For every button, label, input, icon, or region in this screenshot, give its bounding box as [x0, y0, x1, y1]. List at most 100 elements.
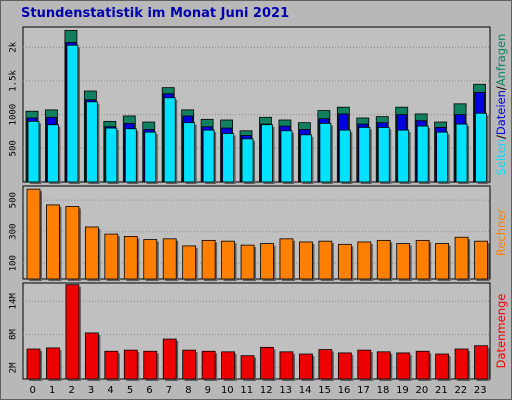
seiten-bar-4 — [105, 127, 118, 183]
datenmenge-bar-22 — [454, 348, 469, 380]
x-tick-label-1: 1 — [49, 385, 55, 396]
seiten-bar-0 — [27, 120, 40, 183]
datenmenge-bar-9 — [201, 350, 216, 380]
rechner-bar-11 — [240, 244, 255, 280]
top-panel-ylabel-part: / — [494, 86, 508, 90]
rechner-bar-19 — [396, 243, 411, 280]
datenmenge-bar-18 — [376, 351, 391, 380]
bottom-panel-ytick-label-1: 8M — [9, 329, 19, 340]
seiten-bar-20 — [416, 125, 429, 183]
rechner-bar-23 — [474, 240, 488, 280]
datenmenge-bar-13 — [279, 351, 294, 380]
rechner-bar-14 — [299, 241, 313, 280]
top-panel-ylabel-part: Anfragen — [494, 34, 508, 87]
x-tick-label-16: 16 — [338, 385, 351, 396]
seiten-bar-22 — [455, 123, 468, 183]
seiten-bar-6 — [144, 131, 157, 183]
bottom-panel-ylabel-part: Datenmenge — [494, 294, 508, 369]
rechner-bar-13 — [279, 238, 294, 280]
bottom-panel-plot — [22, 282, 491, 380]
datenmenge-bar-12 — [260, 346, 274, 380]
x-tick-label-18: 18 — [377, 385, 390, 396]
rechner-bar-12 — [260, 243, 274, 280]
top-panel-ylabel: Seiten/Dateien/Anfragen — [494, 34, 508, 176]
datenmenge-bar-2 — [65, 284, 80, 380]
seiten-bar-9 — [202, 129, 215, 183]
seiten-bar-8 — [183, 122, 196, 183]
rechner-bar-8 — [182, 245, 197, 280]
rechner-bar-1 — [46, 204, 60, 280]
seiten-bar-11 — [241, 138, 254, 183]
datenmenge-bar-14 — [299, 353, 313, 380]
x-tick-label-13: 13 — [279, 385, 292, 396]
x-tick-label-17: 17 — [357, 385, 370, 396]
top-panel-ylabel-part: Seiten — [494, 139, 508, 175]
datenmenge-bar-8 — [182, 349, 197, 380]
x-tick-label-10: 10 — [221, 385, 234, 396]
rechner-bar-0 — [26, 188, 41, 280]
datenmenge-bar-11 — [240, 355, 255, 380]
x-tick-label-3: 3 — [88, 385, 94, 396]
bottom-panel-ylabel: Datenmenge — [494, 294, 508, 369]
top-panel-ylabel-part: Dateien — [494, 90, 508, 135]
seiten-bar-10 — [222, 133, 234, 183]
x-tick-label-6: 6 — [146, 385, 152, 396]
rechner-bar-16 — [337, 243, 352, 280]
x-tick-label-12: 12 — [260, 385, 273, 396]
x-tick-label-8: 8 — [185, 385, 191, 396]
datenmenge-bar-10 — [221, 351, 235, 380]
middle-panel-ylabel: Rechner — [494, 209, 508, 257]
x-tick-label-4: 4 — [107, 385, 113, 396]
rechner-bar-7 — [162, 238, 177, 280]
datenmenge-bar-3 — [84, 332, 99, 380]
rechner-bar-6 — [143, 239, 158, 280]
rechner-bar-18 — [376, 239, 391, 280]
datenmenge-bar-15 — [318, 349, 333, 380]
middle-panel-ytick-label-1: 300 — [9, 224, 19, 240]
datenmenge-bar-6 — [143, 350, 158, 380]
x-tick-label-19: 19 — [396, 385, 409, 396]
bottom-panel-ytick-label-0: 2M — [9, 362, 19, 373]
top-panel-ytick-label-1: 1000 — [9, 104, 19, 126]
datenmenge-bar-0 — [26, 348, 41, 380]
rechner-bar-5 — [123, 236, 138, 280]
seiten-bar-17 — [358, 127, 371, 183]
rechner-bar-17 — [357, 241, 372, 280]
datenmenge-bar-17 — [357, 349, 372, 380]
seiten-bar-12 — [261, 124, 273, 183]
datenmenge-bar-20 — [415, 350, 430, 380]
seiten-bar-14 — [300, 134, 312, 183]
seiten-bar-3 — [85, 101, 98, 183]
middle-panel-ytick-label-2: 500 — [9, 192, 19, 208]
x-tick-label-11: 11 — [240, 385, 253, 396]
x-tick-label-15: 15 — [318, 385, 331, 396]
top-panel-plot — [22, 26, 491, 183]
datenmenge-bar-23 — [474, 345, 488, 380]
seiten-bar-23 — [475, 112, 487, 183]
middle-panel-plot — [22, 185, 491, 280]
datenmenge-bar-5 — [123, 349, 138, 380]
bottom-panel-ytick-label-2: 14M — [9, 293, 19, 310]
seiten-bar-19 — [397, 129, 410, 183]
x-tick-label-14: 14 — [299, 385, 312, 396]
top-panel-ytick-label-3: 2k — [9, 41, 19, 52]
x-tick-label-21: 21 — [435, 385, 448, 396]
x-tick-label-2: 2 — [68, 385, 74, 396]
rechner-bar-15 — [318, 240, 333, 280]
x-tick-label-20: 20 — [416, 385, 429, 396]
x-tick-label-0: 0 — [30, 385, 36, 396]
x-tick-label-9: 9 — [205, 385, 211, 396]
datenmenge-bar-1 — [46, 347, 60, 380]
rechner-bar-3 — [84, 226, 99, 280]
top-panel-ylabel-part: / — [494, 135, 508, 139]
seiten-bar-15 — [319, 122, 332, 183]
top-panel-ytick-label-0: 500 — [9, 140, 19, 156]
datenmenge-bar-7 — [162, 338, 177, 380]
seiten-bar-5 — [124, 128, 137, 183]
rechner-bar-9 — [201, 239, 216, 280]
x-tick-label-23: 23 — [474, 385, 487, 396]
seiten-bar-21 — [436, 131, 449, 183]
middle-panel-ytick-label-0: 100 — [9, 255, 19, 271]
